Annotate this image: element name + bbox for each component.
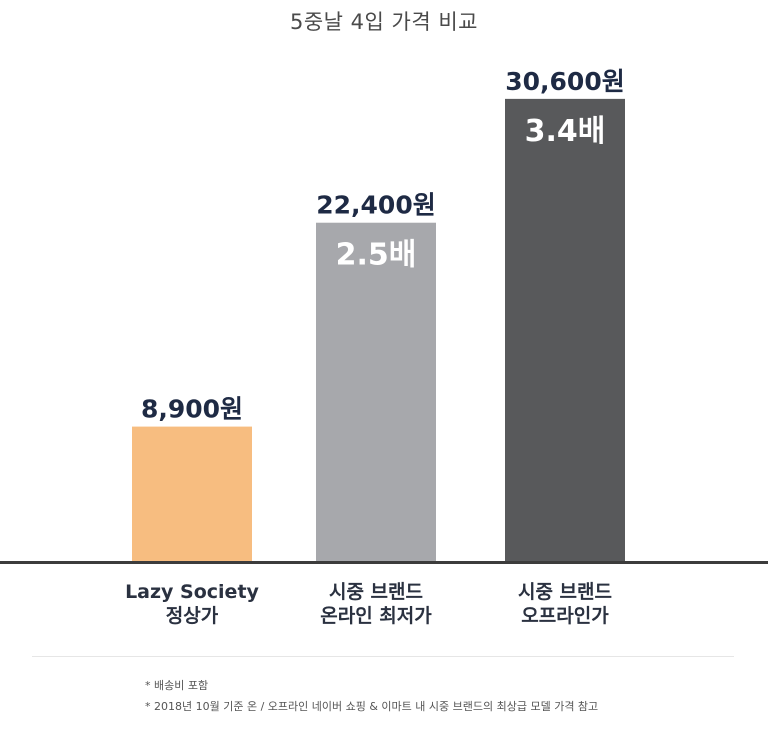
category-label-online-lowest: 시중 브랜드 온라인 최저가 — [286, 580, 466, 628]
category-label-lazy-society: Lazy Society 정상가 — [102, 580, 282, 628]
footnote-source: * 2018년 10월 기준 온 / 오프라인 네이버 쇼핑 & 이마트 내 시… — [145, 700, 599, 713]
value-label-1: 22,400원 — [316, 191, 435, 220]
footnote-shipping: * 배송비 포함 — [145, 679, 209, 692]
category-label-line-1: 시중 브랜드 — [328, 581, 423, 603]
category-label-line-2: 오프라인가 — [521, 605, 609, 627]
category-label-offline: 시중 브랜드 오프라인가 — [475, 580, 655, 628]
category-label-line-1: Lazy Society — [125, 581, 259, 603]
chart-title: 5중날 4입 가격 비교 — [290, 10, 478, 34]
category-label-line-1: 시중 브랜드 — [517, 581, 612, 603]
value-label-2: 30,600원 — [505, 67, 624, 96]
category-label-line-2: 정상가 — [165, 605, 219, 627]
bar-0 — [132, 426, 252, 561]
value-label-0: 8,900원 — [141, 395, 243, 424]
bar-1 — [316, 222, 436, 561]
x-axis-line — [0, 561, 768, 564]
category-label-line-2: 온라인 최저가 — [320, 605, 432, 627]
bar-2 — [505, 98, 625, 561]
ratio-label-2: 3.4배 — [525, 114, 606, 149]
footnote-divider — [32, 656, 734, 657]
ratio-label-1: 2.5배 — [336, 238, 417, 273]
